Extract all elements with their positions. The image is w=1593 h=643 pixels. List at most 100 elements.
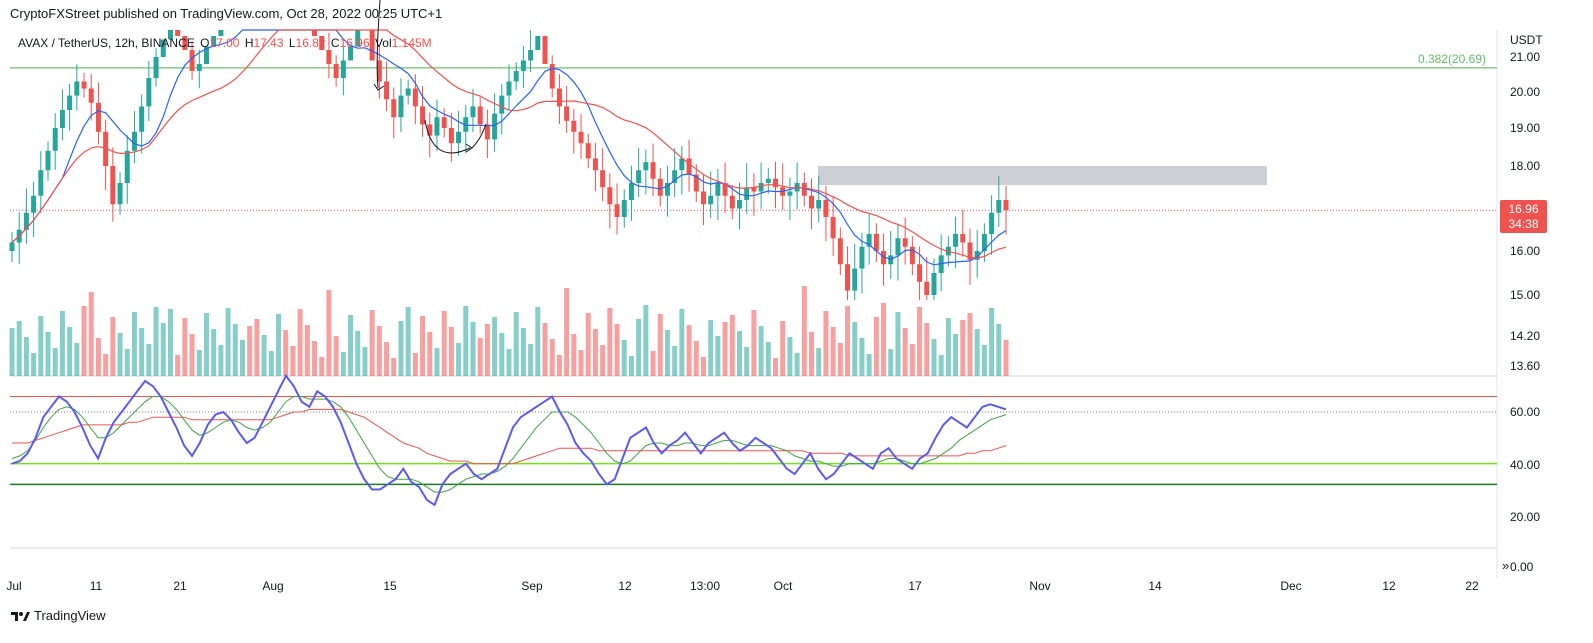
candle-body xyxy=(830,217,836,239)
time-tick-label: 15 xyxy=(383,579,397,593)
time-tick-label: Oct xyxy=(774,579,793,593)
candle-body xyxy=(499,95,505,114)
candle-body xyxy=(809,195,815,209)
candle-body xyxy=(672,170,678,183)
candle-body xyxy=(218,30,224,36)
candle-body xyxy=(564,106,570,121)
candle-body xyxy=(859,246,865,269)
candle-body xyxy=(506,81,512,96)
volume-bar xyxy=(434,348,440,376)
volume-bar xyxy=(326,290,332,376)
candle-body xyxy=(722,183,728,196)
candle-body xyxy=(895,238,901,256)
price-tick-label: 21.00 xyxy=(1510,50,1540,64)
volume-bar xyxy=(700,357,706,376)
rsi-ma-red-line xyxy=(12,408,1007,465)
volume-bar xyxy=(203,313,209,376)
volume-bar xyxy=(261,335,267,376)
osc-tick-label: 40.00 xyxy=(1510,458,1540,472)
volume-bar xyxy=(549,339,555,376)
candle-body xyxy=(542,36,548,64)
volume-bar xyxy=(801,286,807,376)
symbol-legend[interactable]: AVAX / TetherUS, 12h, BINANCE O17.00 H17… xyxy=(18,36,432,50)
volume-bar xyxy=(499,333,505,376)
osc-tick-label: 0.00 xyxy=(1510,560,1534,574)
candle-body xyxy=(917,264,923,282)
fib-level-label: 0.382(20.69) xyxy=(1418,52,1486,66)
candle-body xyxy=(664,183,670,196)
candle-body xyxy=(513,71,519,82)
volume-bar xyxy=(211,329,217,376)
volume-bar xyxy=(9,328,15,376)
volume-bar xyxy=(931,339,937,376)
candle-body xyxy=(650,162,656,179)
candle-body xyxy=(736,200,742,209)
volume-bar xyxy=(38,316,44,376)
footer-brand[interactable]: TradingView xyxy=(10,608,106,623)
osc-tick-label: 60.00 xyxy=(1510,405,1540,419)
volume-bar xyxy=(715,336,721,376)
candle-body xyxy=(333,64,339,78)
candle-body xyxy=(578,131,584,144)
candle-body xyxy=(196,64,202,71)
candle-body xyxy=(773,178,779,188)
volume-bar xyxy=(852,322,858,376)
volume-bar xyxy=(456,343,462,376)
volume-bar xyxy=(535,307,541,376)
volume-bar xyxy=(845,306,851,376)
volume-bar xyxy=(672,346,678,376)
volume-bar xyxy=(556,355,562,376)
candle-body xyxy=(614,204,620,217)
time-tick-label: 21 xyxy=(173,579,187,593)
candle-body xyxy=(657,178,663,196)
candle-body xyxy=(902,238,908,247)
tradingview-logo-icon xyxy=(11,611,30,621)
low-value: 16.82 xyxy=(295,36,326,50)
volume-bar xyxy=(153,307,159,376)
volume-bar xyxy=(960,320,966,376)
candle-body xyxy=(384,81,390,100)
candle-body xyxy=(326,50,332,64)
open-value: 17.00 xyxy=(209,36,240,50)
volume-bar xyxy=(59,311,65,376)
symbol-label: AVAX / TetherUS, 12h, BINANCE xyxy=(18,36,195,50)
volume-bar xyxy=(88,292,94,376)
price-tick-label: 16.00 xyxy=(1510,244,1540,258)
scroll-right-icon: » xyxy=(1502,558,1509,573)
volume-bar xyxy=(780,321,786,376)
volume-bar xyxy=(81,306,87,376)
candle-body xyxy=(412,88,418,107)
volume-bar xyxy=(895,312,901,376)
last-price-value: 16.96 xyxy=(1508,202,1539,216)
volume-bar xyxy=(650,351,656,376)
volume-bar xyxy=(578,350,584,376)
volume-bar xyxy=(953,334,959,376)
candle-body xyxy=(139,106,145,132)
volume-bar xyxy=(787,337,793,376)
candle-body xyxy=(528,50,534,61)
volume-bar xyxy=(441,311,447,376)
volume-bar xyxy=(412,353,418,376)
candle-body xyxy=(153,57,159,78)
volume-bar xyxy=(866,354,872,376)
volume-bar xyxy=(809,332,815,376)
candle-body xyxy=(549,64,555,89)
volume-bar xyxy=(276,314,282,376)
publisher-header: CryptoFXStreet published on TradingView.… xyxy=(10,6,442,21)
candle-body xyxy=(110,166,116,205)
candle-body xyxy=(146,78,152,107)
volume-bar xyxy=(391,358,397,376)
candle-body xyxy=(88,88,94,103)
candle-body xyxy=(211,36,217,47)
time-tick-label: Sep xyxy=(521,579,543,593)
candle-body xyxy=(448,128,454,144)
candle-body xyxy=(95,102,101,132)
footer-brand-label: TradingView xyxy=(34,608,106,623)
volume-label: Vol xyxy=(374,36,392,50)
volume-bar xyxy=(290,346,296,376)
candle-body xyxy=(369,30,375,61)
candle-body xyxy=(103,131,109,166)
down-arrow-drawing xyxy=(373,0,385,91)
candle-body xyxy=(607,187,613,205)
